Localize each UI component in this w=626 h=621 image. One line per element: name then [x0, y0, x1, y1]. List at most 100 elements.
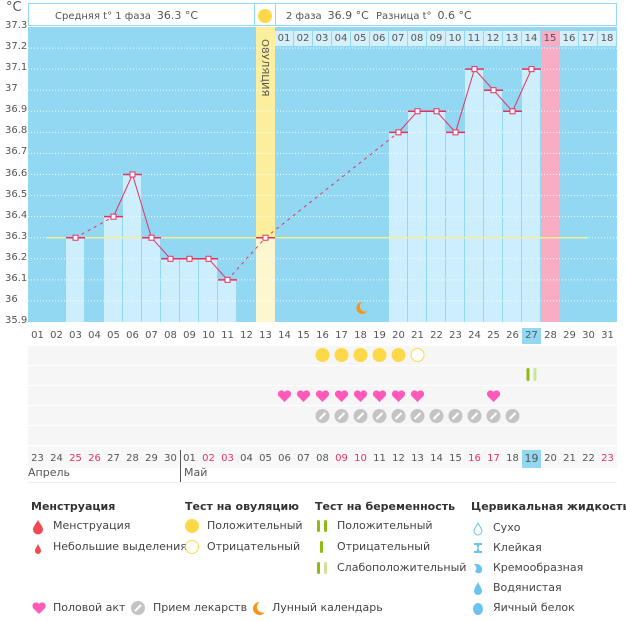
- calendar-date[interactable]: 13: [411, 453, 424, 464]
- cycle-day[interactable]: 26: [506, 330, 519, 341]
- calendar-date[interactable]: 18: [506, 453, 519, 464]
- ovulation-test-positive-icon: [334, 348, 349, 362]
- eggwhite-icon: [473, 603, 483, 615]
- calendar-date[interactable]: 04: [240, 453, 253, 464]
- calendar-date[interactable]: 20: [544, 453, 557, 464]
- cycle-day[interactable]: 22: [430, 330, 443, 341]
- cycle-day[interactable]: 11: [221, 330, 234, 341]
- calendar-row-bg: [28, 446, 617, 468]
- temperature-point: [433, 108, 440, 115]
- legend-cervical-eggwhite: Яичный белок: [471, 600, 575, 616]
- temperature-line: [208, 258, 228, 281]
- calendar-date[interactable]: 14: [430, 453, 443, 464]
- temperature-point: [205, 255, 212, 262]
- cycle-day[interactable]: 16: [316, 330, 329, 341]
- pill-stripe: [375, 412, 384, 420]
- y-tick-label: 36.2: [5, 251, 28, 263]
- temperature-point: [490, 87, 497, 94]
- cycle-day[interactable]: 24: [468, 330, 481, 341]
- pregnancy-test-row: [28, 366, 617, 385]
- calendar-date[interactable]: 19: [522, 450, 541, 468]
- y-tick-label: 36: [5, 293, 18, 305]
- cycle-day[interactable]: 19: [373, 330, 386, 341]
- calendar-date[interactable]: 27: [107, 453, 120, 464]
- cycle-day[interactable]: 29: [563, 330, 576, 341]
- cycle-day[interactable]: 18: [354, 330, 367, 341]
- cycle-day[interactable]: 05: [107, 330, 120, 341]
- calendar-date[interactable]: 28: [126, 453, 139, 464]
- temperature-point: [395, 129, 402, 136]
- cycle-day[interactable]: 30: [582, 330, 595, 341]
- calendar-date[interactable]: 17: [487, 453, 500, 464]
- calendar-date[interactable]: 09: [335, 453, 348, 464]
- y-tick-label: 36.5: [5, 188, 28, 200]
- cycle-day[interactable]: 01: [31, 330, 44, 341]
- cycle-day[interactable]: 25: [487, 330, 500, 341]
- legend-menstruation-title: Менструация: [31, 500, 116, 513]
- calendar-date[interactable]: 05: [259, 453, 272, 464]
- post-ovulation-day: 11: [465, 31, 483, 46]
- calendar-date[interactable]: 22: [582, 453, 595, 464]
- cycle-day[interactable]: 03: [69, 330, 82, 341]
- calendar-date[interactable]: 30: [164, 453, 177, 464]
- cycle-day[interactable]: 20: [392, 330, 405, 341]
- pill-stripe: [432, 412, 441, 420]
- cycle-day[interactable]: 12: [240, 330, 253, 341]
- month-label: Апрель: [28, 466, 70, 479]
- temperature-line-gap: [265, 131, 399, 239]
- calendar-date[interactable]: 07: [297, 453, 310, 464]
- temperature-bar: [123, 174, 141, 322]
- cycle-day[interactable]: 02: [50, 330, 63, 341]
- calendar-date[interactable]: 03: [221, 453, 234, 464]
- calendar-date[interactable]: 11: [373, 453, 386, 464]
- cycle-day[interactable]: 31: [601, 330, 614, 341]
- calendar-date[interactable]: 06: [278, 453, 291, 464]
- calendar-date[interactable]: 21: [563, 453, 576, 464]
- legend-ovulation-negative: Отрицательный: [185, 539, 300, 555]
- calendar-date[interactable]: 10: [354, 453, 367, 464]
- small-drop-icon: [35, 544, 41, 554]
- y-tick-label: 36.8: [5, 125, 28, 137]
- heart-icon: [32, 602, 46, 614]
- heart-icon: [296, 390, 311, 402]
- calendar-date[interactable]: 23: [601, 453, 614, 464]
- calendar-date[interactable]: 02: [202, 453, 215, 464]
- temperature-point: [224, 276, 231, 283]
- calendar-date[interactable]: 16: [468, 453, 481, 464]
- legend-pregnancy-title: Тест на беременность: [315, 500, 456, 513]
- calendar-date[interactable]: 01: [183, 453, 196, 464]
- calendar-date[interactable]: 29: [145, 453, 158, 464]
- cycle-day[interactable]: 28: [544, 330, 557, 341]
- chart-svg: ОВУЛЯЦИЯ: [28, 27, 617, 323]
- cycle-day[interactable]: 21: [411, 330, 424, 341]
- creamy-icon: [474, 563, 483, 574]
- temperature-bar: [446, 132, 464, 322]
- cycle-day[interactable]: 17: [335, 330, 348, 341]
- cycle-day[interactable]: 07: [145, 330, 158, 341]
- heart-icon: [391, 390, 406, 402]
- cycle-day[interactable]: 10: [202, 330, 215, 341]
- cycle-day[interactable]: 04: [88, 330, 101, 341]
- pill-stripe: [470, 412, 479, 420]
- temperature-line: [113, 174, 133, 217]
- calendar-date[interactable]: 24: [50, 453, 63, 464]
- cycle-day[interactable]: 13: [259, 330, 272, 341]
- cycle-day[interactable]: 15: [297, 330, 310, 341]
- cycle-day[interactable]: 14: [278, 330, 291, 341]
- cycle-day[interactable]: 27: [522, 328, 541, 344]
- calendar-date[interactable]: 12: [392, 453, 405, 464]
- calendar-date[interactable]: 26: [88, 453, 101, 464]
- calendar-date[interactable]: 25: [69, 453, 82, 464]
- cycle-day[interactable]: 08: [164, 330, 177, 341]
- phase2-summary: 2 фаза 36.9 °C Разница t° 0.6 °C: [275, 3, 617, 26]
- post-ovulation-day: 01: [275, 31, 293, 46]
- calendar-date[interactable]: 08: [316, 453, 329, 464]
- cycle-day[interactable]: 23: [449, 330, 462, 341]
- calendar-date[interactable]: 23: [31, 453, 44, 464]
- post-ovulation-day: 13: [503, 31, 521, 46]
- calendar-date[interactable]: 15: [449, 453, 462, 464]
- heart-icon: [486, 390, 501, 402]
- cycle-day[interactable]: 09: [183, 330, 196, 341]
- legend-intercourse: Половой акт: [31, 600, 125, 616]
- cycle-day[interactable]: 06: [126, 330, 139, 341]
